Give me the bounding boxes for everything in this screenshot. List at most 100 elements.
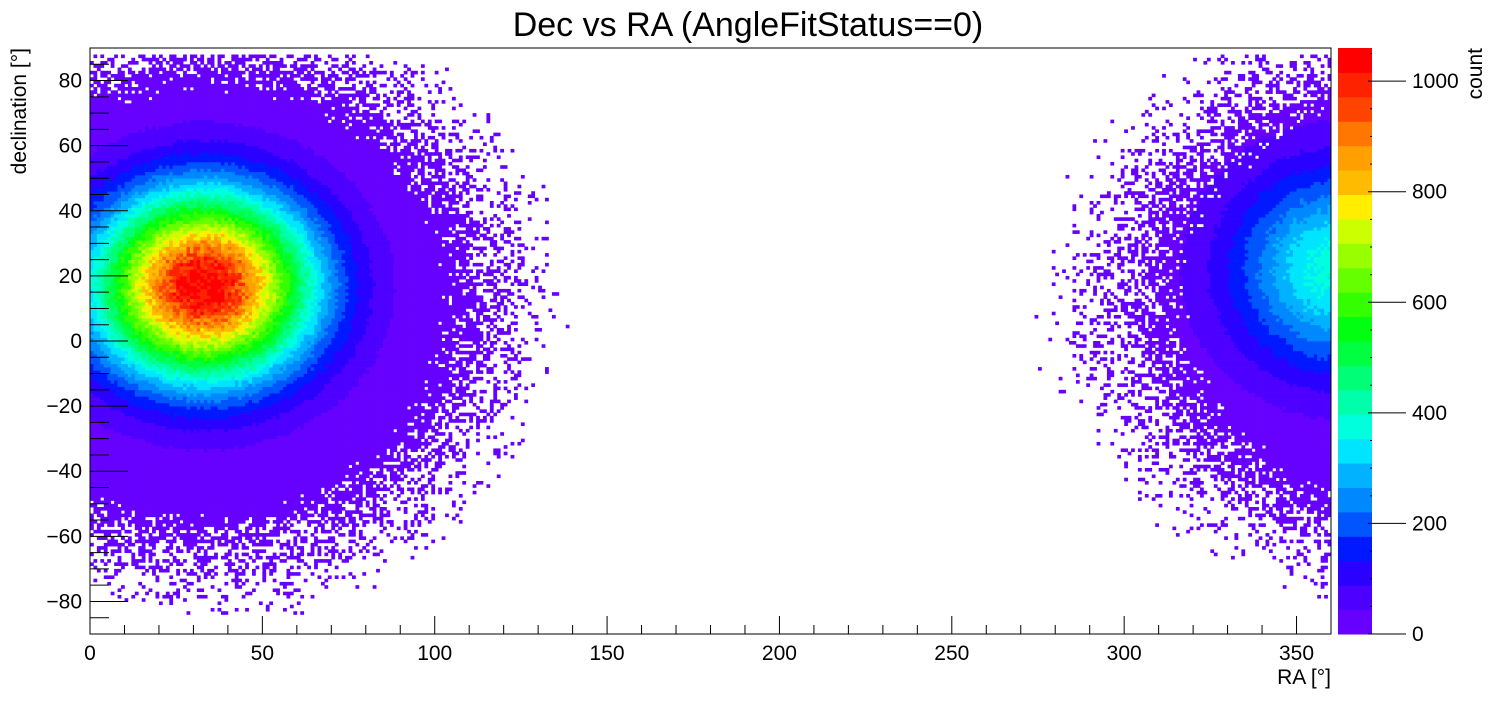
heatmap-cell (117, 458, 122, 462)
heatmap-cell (124, 428, 129, 433)
heatmap-cell (110, 298, 115, 303)
heatmap-cell (169, 523, 174, 527)
heatmap-cell (152, 207, 156, 212)
heatmap-cell (100, 135, 105, 140)
heatmap-cell (162, 490, 167, 495)
heatmap-cell (169, 197, 174, 202)
heatmap-cell (172, 191, 177, 195)
heatmap-cell (141, 240, 146, 244)
heatmap-cell (179, 96, 184, 101)
heatmap-cell (134, 523, 139, 527)
heatmap-cell (155, 347, 160, 352)
heatmap-cell (148, 165, 153, 169)
heatmap-cell (169, 116, 174, 120)
heatmap-cell (124, 145, 129, 150)
heatmap-cell (169, 428, 174, 433)
heatmap-cell (186, 204, 191, 208)
heatmap-cell (148, 184, 153, 189)
heatmap-cell (121, 477, 125, 482)
heatmap-cell (121, 240, 125, 244)
heatmap-cell (90, 337, 94, 342)
heatmap-cell (152, 314, 156, 319)
heatmap-cell (179, 337, 184, 342)
heatmap-cell (176, 83, 180, 88)
heatmap-cell (96, 301, 101, 306)
heatmap-cell (96, 266, 101, 270)
heatmap-cell (183, 227, 187, 231)
heatmap-cell (117, 555, 122, 560)
heatmap-cell (96, 487, 101, 492)
heatmap-cell (196, 191, 201, 195)
heatmap-cell (103, 461, 108, 466)
heatmap-cell (110, 178, 115, 182)
heatmap-cell (176, 292, 180, 296)
heatmap-cell (141, 168, 146, 173)
heatmap-cell (93, 210, 98, 215)
heatmap-cell (117, 305, 122, 309)
heatmap-cell (114, 549, 118, 553)
heatmap-cell (155, 451, 160, 456)
heatmap-cell (107, 116, 112, 120)
heatmap-cell (110, 370, 115, 374)
heatmap-cell (127, 282, 132, 287)
heatmap-cell (127, 370, 132, 374)
heatmap-cell (183, 269, 187, 273)
heatmap-cell (169, 233, 174, 238)
heatmap-cell (193, 438, 198, 443)
heatmap-cell (138, 523, 143, 527)
heatmap-cell (124, 64, 129, 68)
heatmap-cell (179, 376, 184, 381)
heatmap-cell (155, 129, 160, 133)
heatmap-cell (196, 109, 201, 114)
heatmap-cell (165, 145, 170, 150)
heatmap-cell (193, 165, 198, 169)
heatmap-cell (183, 337, 187, 342)
heatmap-cell (169, 305, 174, 309)
heatmap-cell (196, 549, 201, 553)
heatmap-cell (200, 432, 205, 436)
heatmap-cell (145, 106, 149, 111)
heatmap-cell (100, 409, 105, 413)
heatmap-cell (148, 67, 153, 72)
heatmap-cell (172, 93, 177, 98)
heatmap-cell (124, 132, 129, 137)
heatmap-cell (90, 386, 94, 391)
heatmap-cell (155, 409, 160, 413)
heatmap-cell (196, 327, 201, 332)
heatmap-cell (138, 243, 143, 247)
heatmap-cell (103, 230, 108, 234)
heatmap-cell (200, 406, 205, 410)
heatmap-cell (96, 376, 101, 381)
heatmap-cell (183, 93, 187, 98)
heatmap-cell (172, 165, 177, 169)
heatmap-cell (124, 412, 129, 417)
heatmap-cell (90, 461, 94, 466)
heatmap-cell (152, 507, 156, 511)
heatmap-cell (152, 292, 156, 296)
heatmap-cell (131, 275, 136, 280)
heatmap-cell (200, 233, 205, 238)
heatmap-cell (193, 275, 198, 280)
heatmap-cell (100, 520, 105, 524)
heatmap-cell (165, 152, 170, 156)
heatmap-cell (127, 412, 132, 417)
heatmap-cell (110, 201, 115, 205)
heatmap-cell (148, 520, 153, 524)
heatmap-cell (110, 523, 115, 527)
heatmap-cell (145, 445, 149, 449)
heatmap-cell (183, 383, 187, 387)
heatmap-cell (127, 168, 132, 173)
heatmap-cell (148, 490, 153, 495)
heatmap-cell (141, 324, 146, 329)
heatmap-cell (96, 451, 101, 456)
heatmap-cell (203, 380, 208, 384)
heatmap-cell (165, 494, 170, 498)
heatmap-cell (169, 308, 174, 313)
heatmap-cell (183, 106, 187, 111)
heatmap-cell (110, 295, 115, 300)
heatmap-cell (186, 370, 191, 374)
heatmap-cell (100, 93, 105, 98)
heatmap-cell (158, 201, 163, 205)
heatmap-cell (114, 230, 118, 234)
heatmap-cell (127, 161, 132, 166)
